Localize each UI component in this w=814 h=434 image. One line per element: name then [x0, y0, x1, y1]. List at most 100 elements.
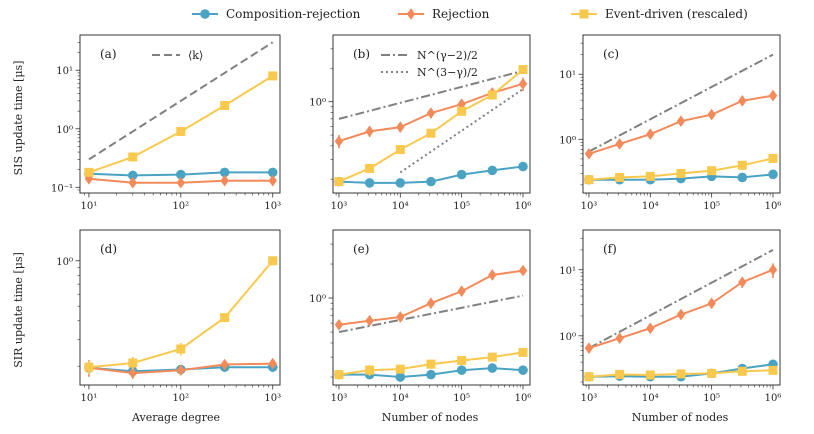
point-f-rejection	[738, 276, 747, 288]
x-tick-label-b: 10³	[331, 201, 348, 212]
reference-legend-label-b-0: N^(γ−2)/2	[417, 49, 478, 62]
point-c-rejection	[707, 108, 716, 121]
panel-label-a: (a)	[100, 47, 117, 61]
point-b-event	[365, 163, 375, 173]
point-c-composition	[768, 169, 778, 180]
point-e-rejection	[334, 318, 344, 331]
point-e-rejection	[488, 269, 497, 281]
point-d-rejection	[220, 358, 229, 371]
x-axis-label-col3: Number of nodes	[632, 411, 729, 424]
plot-area-f	[584, 249, 778, 382]
minor-ticks-c	[580, 42, 771, 196]
point-b-event	[395, 145, 405, 155]
sir-y-axis-label: SIR update time [μs]	[12, 252, 25, 368]
legend-marker-composition	[200, 9, 210, 19]
panel-b: 10³ 10⁴ 10⁵ 10⁶ 10⁰ (b) N^(γ−2)/2 N^(3−γ)/2	[309, 34, 532, 212]
point-f-event	[737, 366, 747, 376]
plot-area-d	[84, 256, 278, 379]
x-tick-label-c: 10⁶	[765, 201, 782, 212]
point-a-rejection	[268, 174, 277, 187]
point-e-composition	[518, 365, 528, 375]
axes-frame-c	[582, 34, 781, 194]
axes-frame-b	[332, 34, 531, 194]
point-b-composition	[364, 178, 375, 188]
x-tick-label-c: 10⁵	[703, 201, 720, 212]
point-c-rejection	[738, 95, 747, 107]
point-c-event	[645, 171, 655, 181]
point-f-event	[676, 369, 686, 379]
point-e-rejection	[426, 297, 436, 310]
panel-d: 10¹ 10² 10³ 10⁰ (d)	[56, 229, 281, 404]
x-axis-label-col1: Average degree	[131, 411, 220, 424]
y-tick-label-b: 10⁰	[309, 98, 326, 109]
point-d-event	[220, 313, 230, 323]
point-b-event	[457, 106, 467, 116]
x-tick-label-a: 10²	[172, 201, 189, 212]
point-a-event	[176, 126, 186, 136]
axes-frame-d	[79, 229, 281, 386]
x-tick-label-a: 10³	[264, 201, 281, 212]
point-f-rejection	[584, 342, 594, 354]
point-b-rejection	[518, 78, 528, 90]
point-c-rejection	[768, 89, 778, 102]
x-tick-label-f: 10⁴	[642, 393, 659, 404]
sis-y-axis-label: SIS update time [μs]	[12, 61, 25, 176]
point-f-event	[584, 372, 594, 382]
point-e-event	[457, 356, 467, 366]
point-d-event	[176, 344, 186, 354]
point-c-rejection	[615, 138, 624, 150]
x-tick-label-b: 10⁴	[392, 201, 409, 212]
legend-marker-rejection	[406, 8, 416, 20]
reference-line-c-0	[588, 53, 774, 153]
point-d-event	[268, 256, 278, 266]
x-tick-label-e: 10³	[331, 393, 348, 404]
point-f-rejection	[676, 308, 686, 321]
reference-line-f-0	[588, 249, 774, 350]
x-tick-label-f: 10⁵	[703, 393, 720, 404]
point-b-event	[487, 90, 497, 100]
y-tick-label-e: 10⁰	[309, 294, 326, 305]
plot-area-c	[584, 53, 778, 185]
x-tick-label-f: 10⁶	[765, 393, 782, 404]
point-e-event	[487, 352, 497, 362]
x-tick-label-d: 10³	[264, 393, 281, 404]
reference-line-e-0	[338, 294, 524, 334]
axes-frame-a	[79, 34, 281, 194]
panel-c: 10³ 10⁴ 10⁵ 10⁶ 10⁰ 10¹ (c)	[559, 34, 782, 212]
point-b-event	[518, 65, 528, 75]
point-e-rejection	[396, 311, 405, 323]
point-c-event	[584, 175, 594, 185]
panel-e: 10³ 10⁴ 10⁵ 10⁶ 10⁰ (e)	[309, 229, 531, 404]
point-b-event	[426, 128, 436, 138]
panel-label-b: (b)	[353, 47, 370, 61]
point-b-composition	[487, 165, 498, 176]
plot-area-e	[334, 264, 528, 382]
point-c-rejection	[584, 147, 594, 160]
point-d-rejection	[176, 364, 186, 377]
point-e-rejection	[365, 314, 374, 327]
y-tick-label-c: 10⁰	[559, 135, 576, 146]
point-f-rejection	[646, 322, 655, 335]
point-b-rejection	[426, 107, 436, 119]
x-tick-label-b: 10⁶	[515, 201, 532, 212]
panel-label-f: (f)	[603, 242, 617, 256]
plot-area-b	[334, 65, 528, 188]
y-tick-label-a: 10¹	[56, 66, 73, 77]
point-c-event	[615, 172, 625, 182]
point-c-event	[707, 166, 717, 176]
point-d-event	[84, 362, 94, 372]
y-tick-label-c: 10¹	[559, 70, 576, 81]
point-d-event	[128, 358, 138, 368]
point-c-rejection	[646, 128, 655, 140]
series-line-a-event	[88, 75, 274, 174]
plot-area-a	[84, 41, 278, 189]
point-f-event	[768, 365, 778, 375]
point-a-event	[268, 71, 278, 81]
point-c-event	[768, 153, 778, 163]
x-tick-label-e: 10⁵	[453, 393, 470, 404]
panel-label-c: (c)	[603, 47, 619, 61]
point-e-event	[518, 347, 528, 357]
point-f-rejection	[707, 297, 716, 310]
point-a-rejection	[128, 176, 137, 189]
point-a-event	[128, 152, 138, 162]
